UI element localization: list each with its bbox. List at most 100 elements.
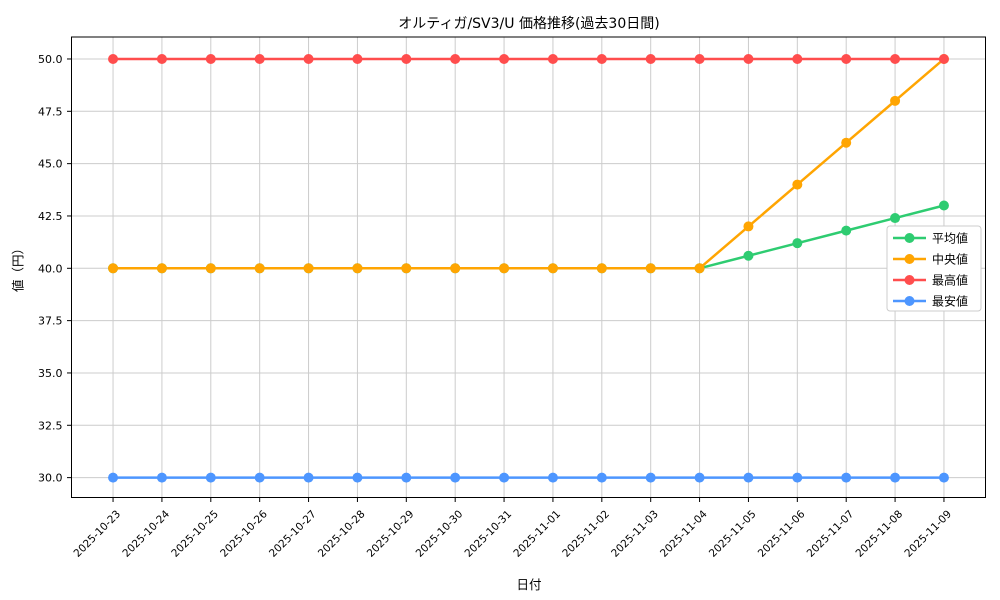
series-2 (108, 53, 949, 64)
data-point-marker (303, 53, 314, 64)
data-point-marker (450, 472, 461, 483)
data-point-marker (841, 137, 852, 148)
data-point-marker (352, 472, 363, 483)
series-group (108, 53, 949, 483)
data-point-marker (938, 200, 949, 211)
data-point-marker (401, 53, 412, 64)
data-point-marker (792, 179, 803, 190)
data-point-marker (645, 263, 656, 274)
legend-marker-sample (904, 233, 915, 243)
data-point-marker (254, 53, 265, 64)
y-tick-label: 45.0 (38, 158, 63, 171)
data-point-marker (743, 472, 754, 483)
data-point-marker (303, 472, 314, 483)
series-line (113, 204, 945, 270)
data-point-marker (547, 472, 558, 483)
data-point-marker (352, 263, 363, 274)
x-tick-label: 2025-10-27 (267, 508, 319, 560)
data-point-marker (694, 263, 705, 274)
legend-item: 平均値 (893, 231, 968, 246)
data-point-marker (108, 472, 119, 483)
x-tick-label: 2025-10-31 (463, 508, 515, 560)
data-point-marker (792, 472, 803, 483)
x-tick-label: 2025-11-08 (854, 508, 906, 560)
data-point-marker (890, 95, 901, 106)
legend-item: 最高値 (893, 273, 968, 288)
x-tick-label: 2025-11-09 (902, 508, 954, 560)
x-tick-label: 2025-11-02 (560, 508, 612, 560)
x-tick-label: 2025-11-03 (609, 508, 661, 560)
legend-label: 平均値 (932, 231, 968, 246)
data-point-marker (156, 263, 167, 274)
data-point-marker (743, 250, 754, 261)
y-axis-label: 値（円） (10, 241, 26, 293)
data-point-marker (694, 472, 705, 483)
x-tick-label: 2025-10-29 (365, 508, 417, 560)
data-point-marker (205, 472, 216, 483)
legend-marker-sample (904, 275, 915, 285)
data-point-marker (352, 53, 363, 64)
y-tick-label: 40.0 (38, 262, 63, 275)
data-point-marker (645, 53, 656, 64)
legend-marker-sample (904, 254, 915, 264)
legend-item: 最安値 (893, 294, 968, 309)
y-tick-label: 30.0 (38, 472, 63, 485)
series-line (113, 58, 945, 270)
data-point-marker (938, 53, 949, 64)
data-point-marker (450, 53, 461, 64)
x-tick-label: 2025-10-25 (169, 508, 221, 560)
plot-border (71, 36, 986, 498)
data-point-marker (108, 263, 119, 274)
data-point-marker (547, 53, 558, 64)
data-point-marker (890, 213, 901, 224)
data-point-marker (890, 53, 901, 64)
data-point-marker (890, 472, 901, 483)
data-point-marker (108, 53, 119, 64)
y-tick-label: 32.5 (38, 419, 63, 432)
data-point-marker (547, 263, 558, 274)
legend-label: 最安値 (932, 294, 968, 309)
data-point-marker (499, 263, 510, 274)
data-point-marker (499, 472, 510, 483)
data-point-marker (596, 53, 607, 64)
data-point-marker (596, 263, 607, 274)
data-point-marker (401, 472, 412, 483)
x-axis-label: 日付 (516, 577, 542, 592)
data-point-marker (156, 472, 167, 483)
y-tick-label: 42.5 (38, 210, 63, 223)
chart-title: オルティガ/SV3/U 価格推移(過去30日間) (398, 16, 660, 32)
legend-marker-sample (904, 296, 915, 306)
x-tick-label: 2025-11-06 (756, 508, 808, 560)
x-tick-label: 2025-11-05 (707, 508, 759, 560)
legend-label: 最高値 (932, 273, 968, 288)
x-tick-label: 2025-10-24 (120, 508, 172, 560)
data-point-marker (450, 263, 461, 274)
legend-item: 中央値 (893, 252, 968, 267)
data-point-marker (743, 53, 754, 64)
data-point-marker (792, 238, 803, 249)
series-0 (108, 200, 949, 274)
data-point-marker (401, 263, 412, 274)
data-point-marker (694, 53, 705, 64)
data-point-marker (938, 472, 949, 483)
x-tick-label: 2025-10-23 (72, 508, 124, 560)
x-tick-label: 2025-10-26 (218, 508, 270, 560)
x-tick-label: 2025-11-07 (805, 508, 857, 560)
data-point-marker (205, 263, 216, 274)
y-tick-label: 47.5 (38, 105, 63, 118)
data-point-marker (743, 221, 754, 232)
x-tick-label: 2025-10-30 (414, 508, 466, 560)
y-tick-label: 50.0 (38, 53, 63, 66)
legend-label: 中央値 (932, 252, 968, 267)
data-point-marker (156, 53, 167, 64)
x-tick-label: 2025-11-04 (658, 508, 710, 560)
x-tick-label: 2025-11-01 (511, 508, 563, 560)
x-tick-label: 2025-10-28 (316, 508, 368, 560)
series-3 (108, 472, 949, 483)
data-point-marker (254, 472, 265, 483)
data-point-marker (205, 53, 216, 64)
data-point-marker (841, 225, 852, 236)
